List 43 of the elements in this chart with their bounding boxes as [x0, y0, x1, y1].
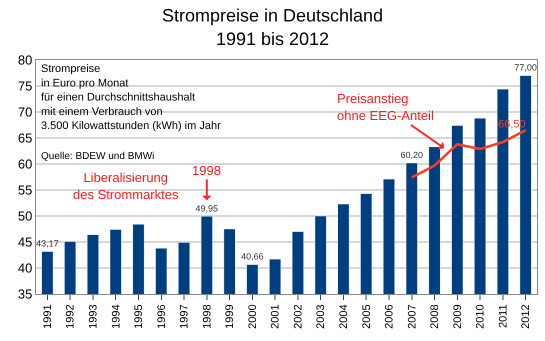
- x-tick-label: 1995: [133, 304, 146, 329]
- chart-title: Strompreise in Deutschland 1991 bis 2012: [162, 6, 384, 49]
- x-tick-label: 2000: [246, 304, 259, 329]
- annotation: Quelle: BDEW und BMWi: [41, 151, 154, 162]
- x-tick-label: 1992: [64, 304, 77, 329]
- data-label: 49,95: [196, 203, 218, 214]
- y-tick-label: 65: [18, 130, 32, 146]
- annotation: Preisanstieg ohne EEG-Anteil: [337, 91, 434, 123]
- y-tick-label: 55: [18, 182, 32, 198]
- x-tick-label: 2010: [474, 304, 487, 329]
- y-tick-label: 80: [18, 52, 32, 68]
- x-tick-label: 2001: [270, 304, 282, 329]
- x-tick-label: 2002: [292, 304, 304, 329]
- x-tick-label: 1996: [156, 304, 168, 329]
- x-tick-label: 2004: [338, 304, 350, 329]
- x-tick-label: 2006: [384, 304, 396, 329]
- data-label: 43,17: [36, 238, 59, 249]
- x-tick-label: 1993: [88, 304, 100, 329]
- x-tick-label: 1991: [42, 304, 54, 329]
- annotation: Strompreise in Euro pro Monat für einen Durchschnittshaushalt mit einem Verbrauch von 3.500 Kilowattstunden (kWh) im Jahr: [41, 63, 222, 132]
- y-tick-label: 60: [18, 156, 32, 172]
- x-tick-label: 1997: [178, 304, 191, 329]
- y-tick-label: 45: [18, 234, 32, 250]
- annotation: Liberalisierung des Strommarktes: [73, 170, 179, 202]
- y-tick-label: 40: [18, 260, 32, 276]
- x-tick-label: 2007: [406, 304, 418, 329]
- annotation: 1998: [192, 163, 221, 178]
- y-tick-label: 35: [18, 286, 32, 302]
- y-tick-label: 50: [18, 208, 32, 224]
- data-label: 60,20: [400, 150, 424, 160]
- x-tick-label: 2005: [360, 304, 373, 329]
- x-tick-label: 1994: [110, 304, 122, 329]
- y-tick-label: 75: [18, 78, 32, 94]
- x-tick-label: 1998: [201, 304, 214, 329]
- x-tick-label: 2003: [315, 304, 328, 329]
- x-tick-label: 2012: [520, 304, 532, 329]
- data-label: 77,00: [514, 62, 537, 73]
- x-tick-label: 1999: [224, 304, 236, 329]
- x-tick-label: 2008: [429, 304, 442, 329]
- x-tick-label: 2011: [497, 304, 510, 328]
- x-tick-label: 2009: [452, 304, 464, 329]
- y-tick-label: 70: [18, 104, 32, 120]
- data-label: 40,66: [241, 252, 264, 262]
